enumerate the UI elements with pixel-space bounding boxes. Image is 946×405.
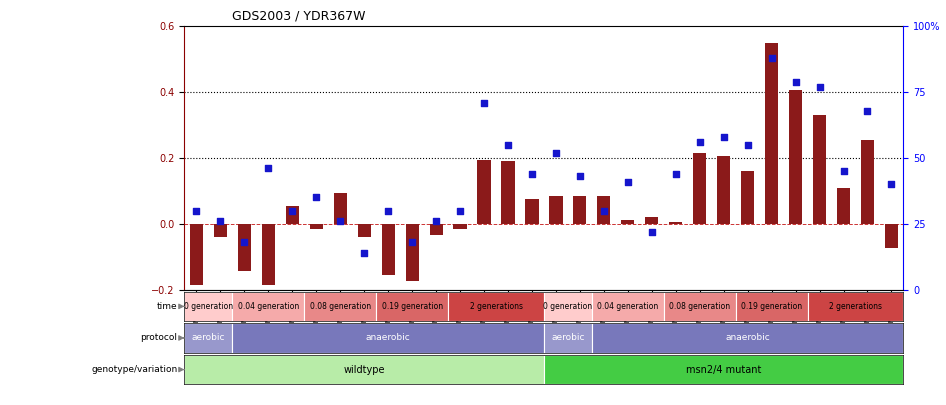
Point xyxy=(189,207,204,214)
Bar xyxy=(622,220,635,224)
Bar xyxy=(184,323,233,353)
Text: genotype/variation: genotype/variation xyxy=(91,365,177,374)
Bar xyxy=(286,206,299,224)
Point xyxy=(380,207,395,214)
Bar xyxy=(237,224,251,271)
Bar xyxy=(453,224,466,229)
Point xyxy=(477,100,492,106)
Point xyxy=(524,171,539,177)
Point xyxy=(644,228,659,235)
Bar xyxy=(693,153,707,224)
Bar xyxy=(813,115,826,224)
Text: aerobic: aerobic xyxy=(552,333,585,343)
Point xyxy=(500,141,516,148)
Bar xyxy=(334,192,347,224)
Text: msn2/4 mutant: msn2/4 mutant xyxy=(686,364,762,375)
Bar xyxy=(592,292,664,321)
Bar xyxy=(429,224,443,235)
Bar xyxy=(190,224,203,285)
Bar xyxy=(478,160,491,224)
Text: anaerobic: anaerobic xyxy=(726,333,770,343)
Bar xyxy=(808,292,903,321)
Point xyxy=(405,239,420,245)
Bar xyxy=(184,355,544,384)
Bar xyxy=(377,292,448,321)
Point xyxy=(549,149,564,156)
Bar xyxy=(544,323,592,353)
Bar xyxy=(789,90,802,224)
Text: protocol: protocol xyxy=(140,333,177,343)
Text: 0.19 generation: 0.19 generation xyxy=(741,302,802,311)
Text: 2 generations: 2 generations xyxy=(829,302,882,311)
Text: 2 generations: 2 generations xyxy=(469,302,522,311)
Text: anaerobic: anaerobic xyxy=(366,333,411,343)
Point xyxy=(692,139,708,145)
Text: GDS2003 / YDR367W: GDS2003 / YDR367W xyxy=(232,9,365,22)
Bar xyxy=(669,222,682,224)
Text: 0.08 generation: 0.08 generation xyxy=(309,302,371,311)
Bar xyxy=(309,224,323,229)
Text: 0.08 generation: 0.08 generation xyxy=(669,302,730,311)
Bar xyxy=(501,161,515,224)
Bar xyxy=(664,292,736,321)
Text: wildtype: wildtype xyxy=(343,364,385,375)
Point xyxy=(429,218,444,224)
Bar xyxy=(550,196,563,224)
Bar xyxy=(765,43,779,224)
Bar xyxy=(381,224,394,275)
Bar xyxy=(233,292,305,321)
Point xyxy=(213,218,228,224)
Text: 0.04 generation: 0.04 generation xyxy=(237,302,299,311)
Point xyxy=(236,239,252,245)
Point xyxy=(740,141,755,148)
Bar xyxy=(597,196,610,224)
Bar xyxy=(717,156,730,224)
Bar xyxy=(645,217,658,224)
Point xyxy=(812,83,827,90)
Bar xyxy=(837,188,850,224)
Point xyxy=(308,194,324,201)
Point xyxy=(333,218,348,224)
Point xyxy=(884,181,899,188)
Bar xyxy=(544,355,903,384)
Point xyxy=(668,171,683,177)
Point xyxy=(596,207,611,214)
Bar xyxy=(573,196,587,224)
Text: 0.19 generation: 0.19 generation xyxy=(381,302,443,311)
Bar xyxy=(406,224,419,281)
Point xyxy=(836,168,851,174)
Text: aerobic: aerobic xyxy=(192,333,225,343)
Text: 0 generation: 0 generation xyxy=(543,302,592,311)
Bar xyxy=(861,140,874,224)
Bar xyxy=(184,292,233,321)
Point xyxy=(572,173,587,180)
Bar xyxy=(233,323,544,353)
Bar xyxy=(262,224,275,285)
Text: time: time xyxy=(157,302,177,311)
Bar xyxy=(448,292,544,321)
Point xyxy=(860,107,875,114)
Bar xyxy=(736,292,808,321)
Bar xyxy=(592,323,903,353)
Bar xyxy=(525,199,538,224)
Point xyxy=(764,55,780,61)
Text: 0 generation: 0 generation xyxy=(184,302,233,311)
Point xyxy=(285,207,300,214)
Point xyxy=(452,207,467,214)
Text: 0.04 generation: 0.04 generation xyxy=(597,302,658,311)
Bar xyxy=(305,292,377,321)
Point xyxy=(788,78,803,85)
Point xyxy=(261,165,276,172)
Bar xyxy=(885,224,898,248)
Point xyxy=(621,178,636,185)
Bar xyxy=(544,292,592,321)
Bar xyxy=(741,171,754,224)
Bar xyxy=(358,224,371,237)
Point xyxy=(716,134,731,140)
Bar xyxy=(214,224,227,237)
Point xyxy=(357,249,372,256)
